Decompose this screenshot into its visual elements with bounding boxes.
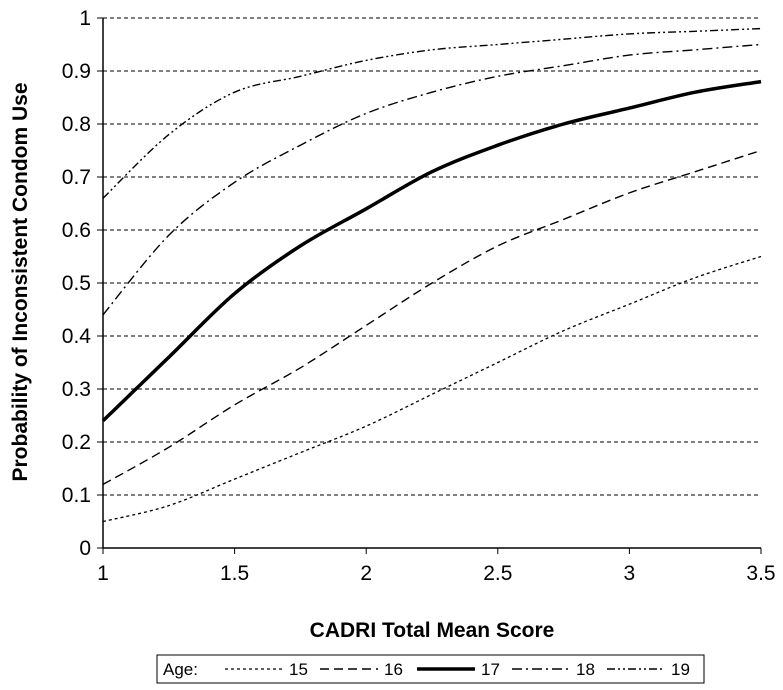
y-tick-label: 0.2 (62, 431, 91, 454)
y-tick-label: 0 (79, 537, 91, 560)
y-tick-label: 1 (79, 7, 91, 30)
x-tick-label: 2.5 (483, 562, 512, 585)
x-tick-label: 3.5 (746, 562, 775, 585)
series-line-age-19 (102, 27, 762, 199)
y-tick-label: 0.7 (62, 166, 91, 189)
x-tick-label: 3 (624, 562, 636, 585)
legend-label-age-17: 17 (481, 660, 500, 679)
x-tick-label: 2 (360, 562, 372, 585)
y-tick-label: 0.8 (62, 113, 91, 136)
grid-lines (103, 17, 761, 496)
series-layer (101, 27, 762, 523)
series-line-age-17 (101, 79, 762, 423)
y-tick-labels: 0 0.1 0.2 0.3 0.4 0.5 0.6 0.7 0.8 0.9 1 (62, 7, 103, 560)
x-tick-labels: 1 1.5 2 2.5 3 3.5 (97, 548, 776, 585)
y-tick-label: 0.6 (62, 219, 91, 242)
x-axis-title: CADRI Total Mean Score (310, 619, 555, 642)
y-axis-title: Probability of Inconsistent Condom Use (9, 82, 32, 481)
legend-label-age-19: 19 (671, 660, 690, 679)
legend-title: Age: (163, 660, 198, 679)
series-line-age-18 (102, 43, 762, 316)
legend-label-age-18: 18 (576, 660, 595, 679)
x-tick-label: 1 (97, 562, 109, 585)
series-line-age-16 (102, 149, 762, 486)
y-tick-label: 0.1 (62, 484, 91, 507)
y-tick-label: 0.9 (62, 60, 91, 83)
legend-label-age-16: 16 (384, 660, 403, 679)
x-tick-label: 1.5 (220, 562, 249, 585)
legend-label-age-15: 15 (289, 660, 308, 679)
y-tick-label: 0.3 (62, 378, 91, 401)
y-tick-label: 0.5 (62, 272, 91, 295)
y-tick-label: 0.4 (62, 325, 92, 348)
legend: Age: 15 16 17 18 19 (156, 654, 705, 684)
